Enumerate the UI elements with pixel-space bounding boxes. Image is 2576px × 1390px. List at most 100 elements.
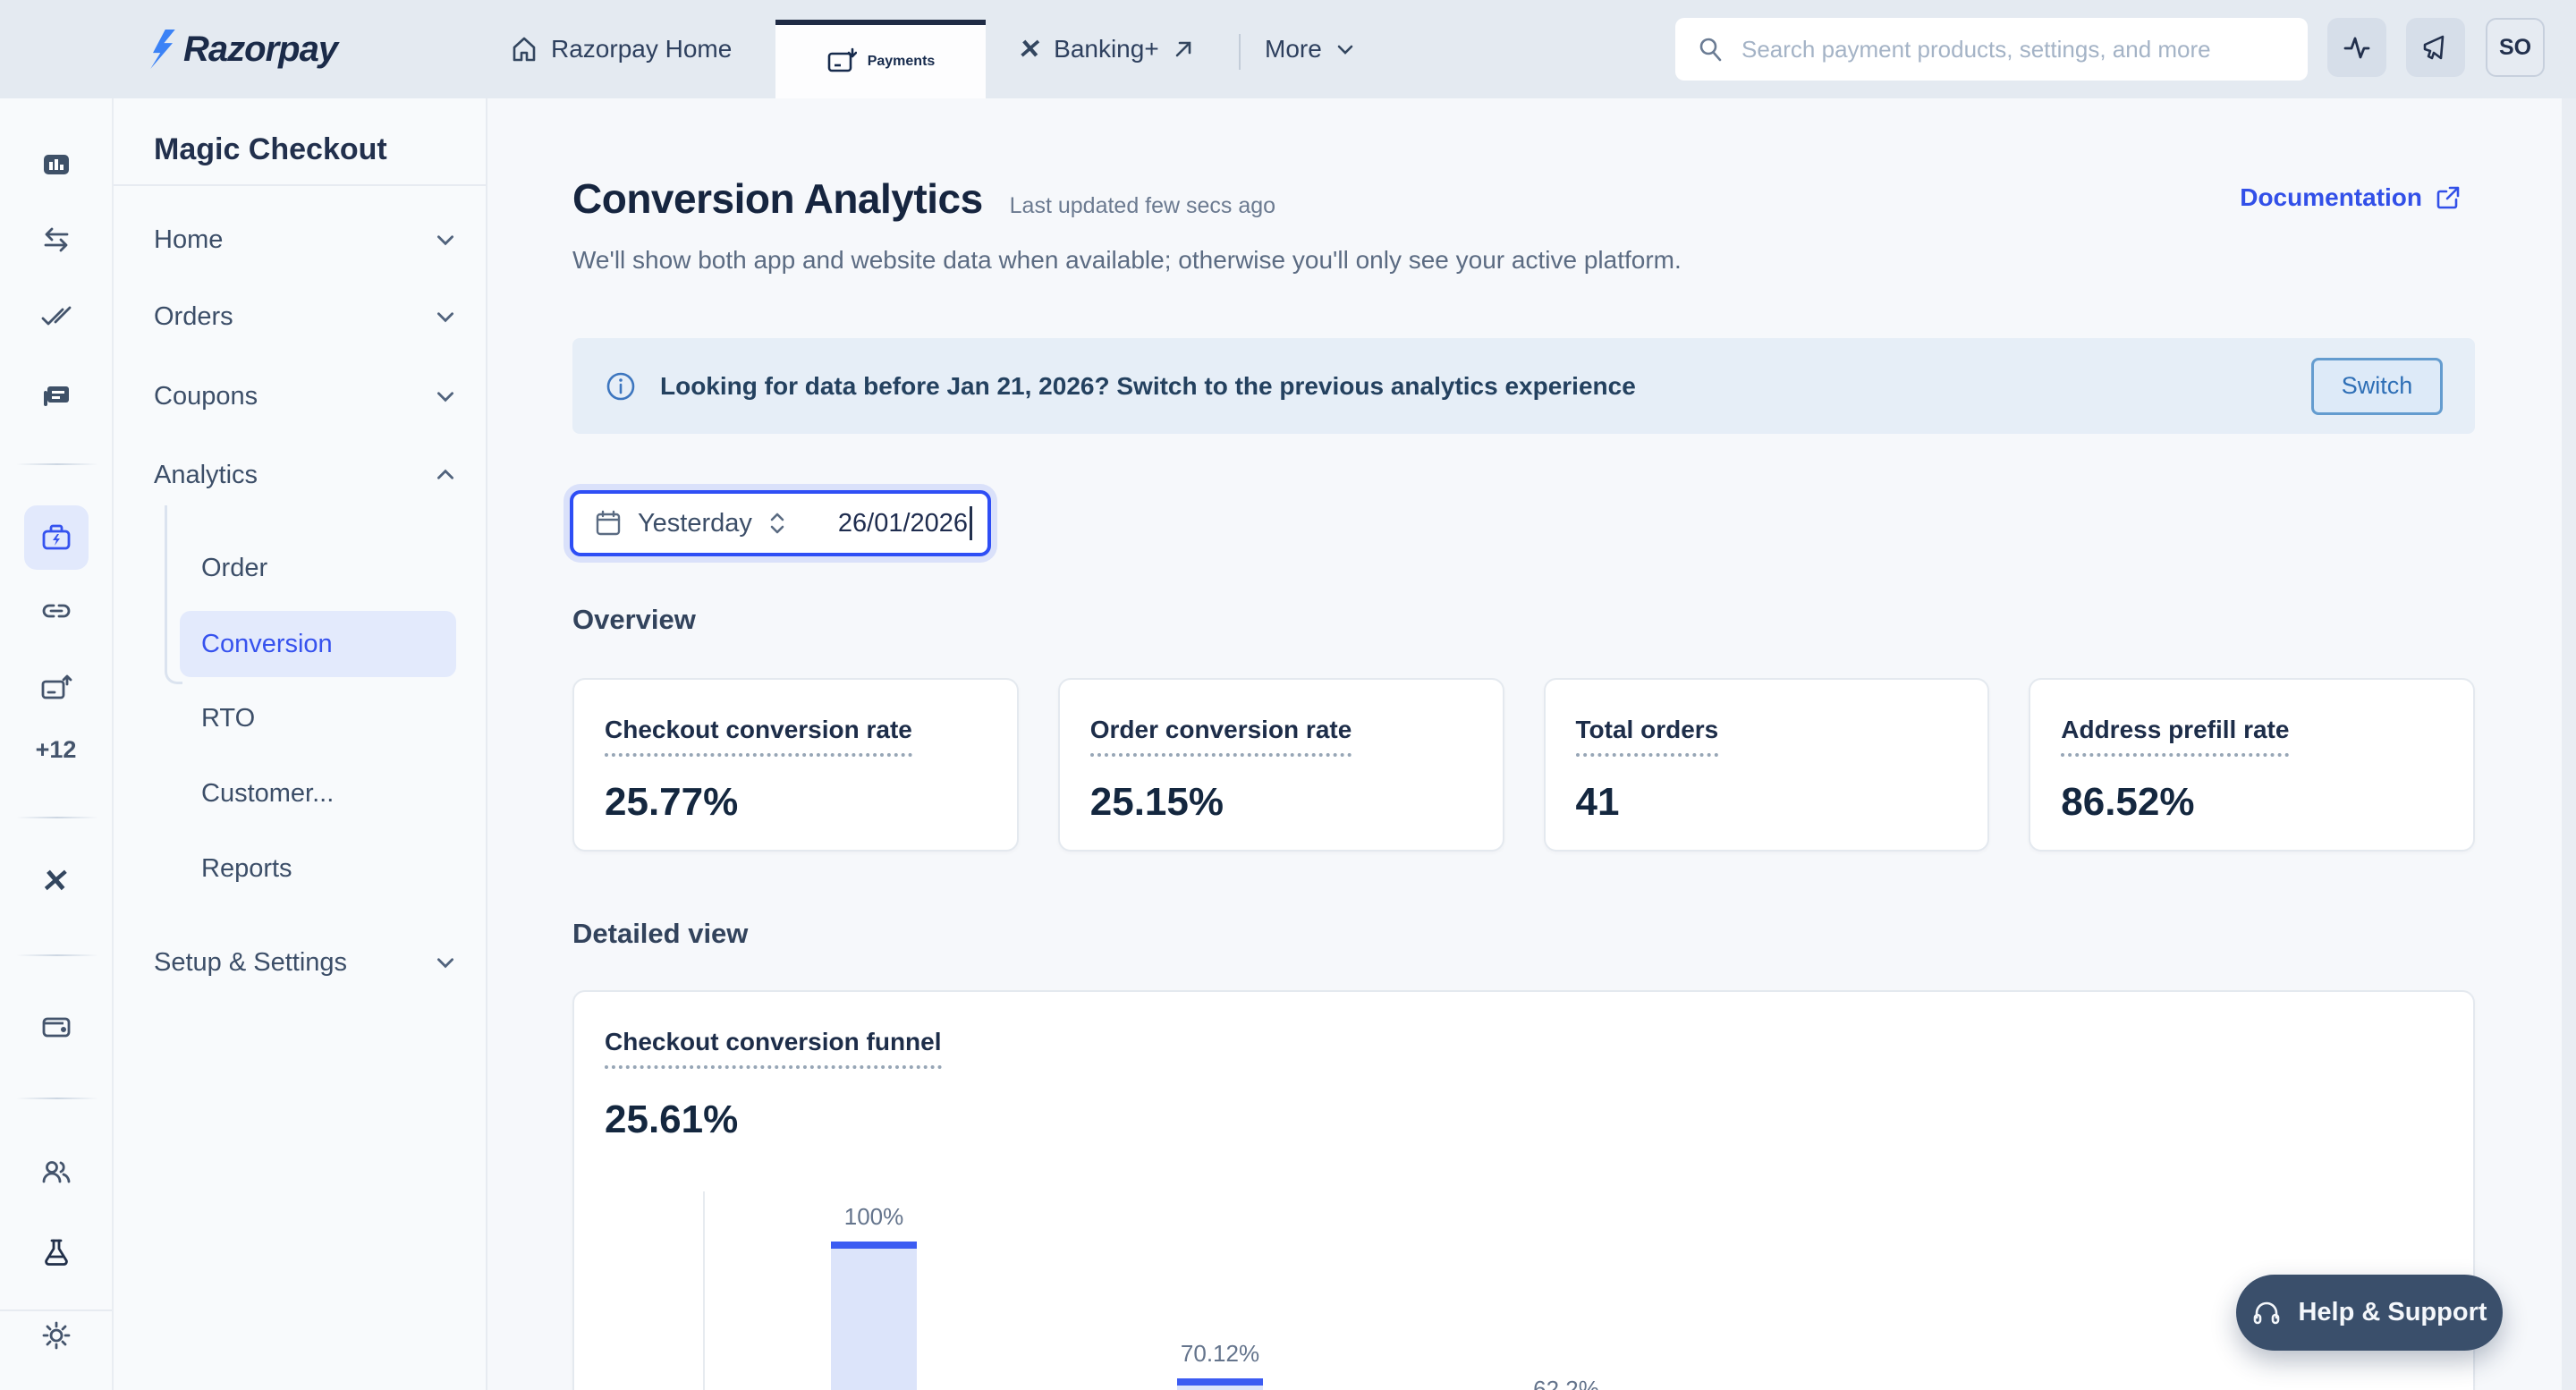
chevron-down-icon (434, 305, 457, 328)
product-sidebar: Magic Checkout Home Orders Coupons Analy… (114, 98, 487, 1390)
scrollbar-track[interactable] (2562, 98, 2576, 1390)
chevron-down-icon (434, 385, 457, 408)
user-avatar[interactable]: SO (2486, 18, 2545, 77)
experiments-rail-icon[interactable] (24, 1221, 89, 1285)
overview-heading: Overview (572, 604, 696, 635)
tab-payments[interactable]: Payments (775, 20, 986, 98)
stat-value: 86.52% (2061, 780, 2195, 824)
sidebar-item-orders[interactable]: Orders (114, 285, 486, 348)
app-icon-rail: +12 ✕ (0, 98, 114, 1390)
rail-divider (16, 1098, 98, 1099)
funnel-bar-label: 70.12% (1180, 1340, 1260, 1367)
transactions-rail-icon[interactable] (24, 208, 89, 272)
stat-card-address-prefill: Address prefill rate 86.52% (2029, 678, 2475, 852)
help-support-button[interactable]: Help & Support (2236, 1275, 2503, 1351)
last-updated-text: Last updated few secs ago (1009, 193, 1276, 218)
search-input[interactable] (1741, 35, 2286, 64)
funnel-bar-label: 62.2% (1533, 1376, 1599, 1390)
external-link-icon (2435, 184, 2462, 211)
stat-label[interactable]: Checkout conversion rate (605, 716, 912, 757)
search-icon (1697, 35, 1725, 64)
funnel-bar[interactable] (831, 1242, 917, 1390)
chevron-down-icon (434, 951, 457, 974)
documentation-link[interactable]: Documentation (2240, 183, 2462, 212)
funnel-plot: 100% 70.12% 62.2% (574, 992, 2473, 1390)
nav-more[interactable]: More (1265, 0, 1356, 98)
stat-label[interactable]: Order conversion rate (1089, 716, 1352, 757)
sidebar-item-analytics[interactable]: Analytics (114, 444, 486, 506)
razorpay-bolt-icon (148, 30, 178, 69)
customers-rail-icon[interactable] (24, 1140, 89, 1205)
logo-wordmark: Razorpay (183, 29, 338, 69)
external-arrow-icon (1172, 38, 1195, 61)
nav-banking-plus[interactable]: ✕ Banking+ (1017, 0, 1195, 98)
settings-rail-icon[interactable] (24, 1303, 89, 1368)
stat-card-checkout-conversion: Checkout conversion rate 25.77% (572, 678, 1019, 852)
detailed-view-heading: Detailed view (572, 918, 749, 949)
razorpay-logo[interactable]: Razorpay (148, 0, 338, 98)
sidebar-subitem-conversion[interactable]: Conversion (180, 611, 456, 677)
switch-button[interactable]: Switch (2311, 357, 2443, 415)
sidebar-item-setup-settings[interactable]: Setup & Settings (114, 931, 486, 994)
stat-value: 25.77% (605, 780, 739, 824)
rail-divider (16, 463, 98, 465)
funnel-bar[interactable] (1177, 1378, 1263, 1390)
wallet-rail-icon[interactable] (24, 995, 89, 1059)
date-range-picker[interactable]: Yesterday 26/01/2026 (570, 490, 991, 556)
feed-rail-icon[interactable] (24, 364, 89, 428)
activity-icon (2343, 37, 2370, 59)
stat-label[interactable]: Total orders (1575, 716, 1719, 757)
stat-value: 25.15% (1089, 780, 1224, 824)
sidebar-subitem-reports[interactable]: Reports (201, 853, 292, 883)
payment-links-rail-icon[interactable] (24, 581, 89, 645)
funnel-card-value: 25.61% (605, 1098, 739, 1141)
stat-label[interactable]: Address prefill rate (2061, 716, 2290, 757)
sidebar-divider (114, 184, 486, 186)
nav-divider (1239, 34, 1241, 70)
sidebar-item-home[interactable]: Home (114, 208, 486, 271)
page-subtitle: We'll show both app and website data whe… (572, 246, 1682, 274)
stat-card-order-conversion: Order conversion rate 25.15% (1057, 678, 1504, 852)
date-preset-label: Yesterday (638, 508, 752, 538)
stat-value: 41 (1575, 780, 1620, 824)
chevron-down-icon (434, 228, 457, 251)
global-search[interactable] (1675, 18, 2308, 81)
rail-divider (16, 817, 98, 818)
page-title: Conversion Analytics (572, 175, 983, 222)
megaphone-icon (2423, 35, 2445, 60)
text-cursor (970, 506, 973, 540)
chevron-down-icon (1335, 38, 1356, 60)
sidebar-item-coupons[interactable]: Coupons (114, 365, 486, 428)
preset-stepper-icon[interactable] (767, 510, 788, 537)
legacy-analytics-banner: Looking for data before Jan 21, 2026? Sw… (572, 338, 2475, 434)
activity-feed-button[interactable] (2327, 18, 2386, 77)
rail-more-apps[interactable]: +12 (35, 735, 77, 763)
chevron-up-icon (434, 463, 457, 487)
sidebar-subitem-rto[interactable]: RTO (201, 703, 256, 733)
analytics-tree-line (165, 505, 182, 684)
banking-x-rail-icon[interactable]: ✕ (39, 862, 72, 899)
sidebar-subitem-order[interactable]: Order (201, 553, 268, 582)
magic-checkout-rail-icon[interactable] (23, 505, 89, 570)
reports-rail-icon[interactable] (24, 132, 89, 197)
product-title: Magic Checkout (154, 132, 387, 166)
date-value-input[interactable]: 26/01/2026 (838, 506, 973, 540)
stat-card-total-orders: Total orders 41 (1543, 678, 1990, 852)
rail-bottom-divider (0, 1309, 112, 1311)
top-navigation-bar: Razorpay Razorpay Home Payments ✕ Bankin… (0, 0, 2576, 98)
double-check-rail-icon[interactable] (24, 284, 89, 349)
nav-razorpay-home[interactable]: Razorpay Home (510, 0, 732, 98)
main-content: Conversion Analytics Last updated few se… (487, 98, 2576, 1390)
funnel-bar-label: 100% (843, 1203, 904, 1230)
banner-message: Looking for data before Jan 21, 2026? Sw… (660, 371, 1636, 400)
info-icon (605, 370, 637, 403)
rail-divider (16, 954, 98, 956)
funnel-card-title[interactable]: Checkout conversion funnel (605, 1028, 942, 1069)
card-upload-rail-icon[interactable] (24, 657, 89, 721)
calendar-icon (593, 508, 623, 538)
payments-icon (826, 47, 857, 77)
home-icon (510, 35, 538, 64)
sidebar-subitem-customer[interactable]: Customer... (201, 778, 335, 808)
announcements-button[interactable] (2406, 18, 2465, 77)
headset-icon (2251, 1298, 2282, 1328)
